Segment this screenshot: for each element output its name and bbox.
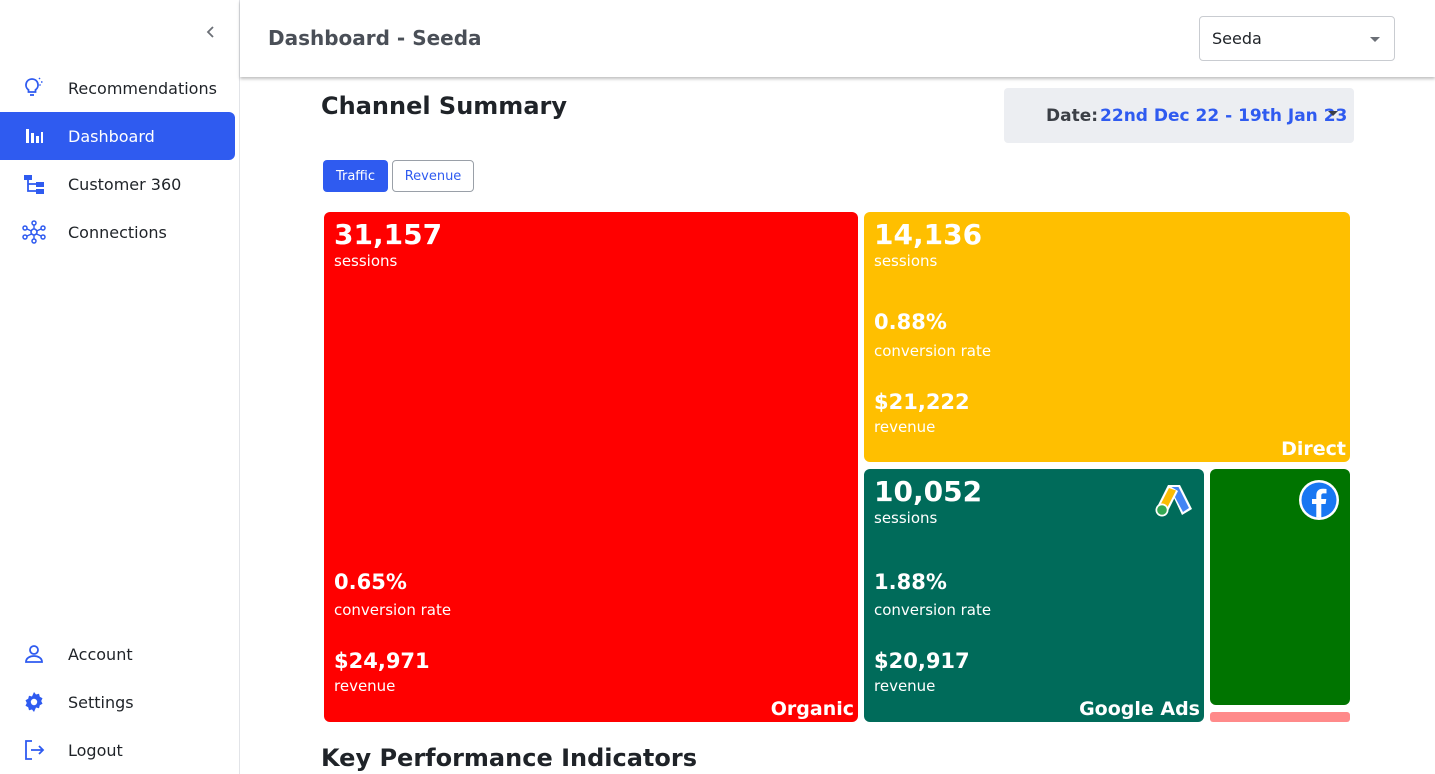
sidebar-item-label: Dashboard [68, 126, 155, 146]
collapse-sidebar-button[interactable] [200, 20, 222, 44]
conversion-rate-label: conversion rate [874, 342, 992, 360]
revenue-value: $24,971 [334, 649, 430, 673]
sidebar-item-settings[interactable]: Settings [0, 678, 235, 726]
channel-name: Organic [770, 698, 854, 720]
google-ads-icon [1155, 485, 1192, 517]
date-value: 22nd Dec 22 - 19th Jan 23 [1100, 105, 1348, 126]
sessions-label: sessions [334, 252, 398, 270]
conversion-rate-label: conversion rate [334, 601, 452, 619]
sidebar-item-logout[interactable]: Logout [0, 726, 235, 774]
sidebar-item-dashboard[interactable]: Dashboard [0, 112, 235, 160]
sidebar-item-connections[interactable]: Connections [0, 208, 235, 256]
revenue-value: $20,917 [874, 649, 970, 673]
page-title: Dashboard - Seeda [268, 26, 482, 50]
hierarchy-icon [0, 160, 68, 208]
channel-tile-other[interactable] [1210, 712, 1350, 722]
chevron-left-icon [206, 26, 214, 38]
date-label: Date: [1046, 105, 1099, 126]
revenue-toggle-button[interactable]: Revenue [392, 160, 474, 192]
section-title: Channel Summary [321, 92, 567, 120]
sessions-value: 31,157 [334, 218, 443, 251]
client-select[interactable]: Seeda [1199, 16, 1395, 61]
sidebar-item-account[interactable]: Account [0, 630, 235, 678]
sidebar-item-label: Logout [68, 740, 123, 760]
sidebar: Recommendations Dashboard Customer 360 C… [0, 0, 240, 774]
logout-icon [0, 726, 68, 774]
revenue-label: revenue [874, 677, 936, 695]
channel-tile-direct[interactable]: 14,136 sessions 0.88% conversion rate $2… [864, 212, 1350, 462]
sessions-value: 10,052 [874, 475, 983, 508]
conversion-rate-label: conversion rate [874, 601, 992, 619]
caret-down-icon [1370, 37, 1380, 42]
sidebar-item-customer-360[interactable]: Customer 360 [0, 160, 235, 208]
conversion-rate-value: 0.88% [874, 310, 947, 334]
person-icon [0, 630, 68, 678]
sessions-label: sessions [874, 252, 938, 270]
date-range-picker[interactable]: Date: 22nd Dec 22 - 19th Jan 23 [1004, 88, 1354, 143]
top-header: Dashboard - Seeda Seeda [240, 0, 1435, 77]
facebook-icon [1299, 480, 1339, 520]
sidebar-item-label: Settings [68, 692, 134, 712]
channel-tile-organic[interactable]: 31,157 sessions 0.65% conversion rate $2… [324, 212, 858, 722]
revenue-label: revenue [334, 677, 396, 695]
lightbulb-icon [0, 64, 68, 112]
revenue-value: $21,222 [874, 390, 970, 414]
revenue-label: revenue [874, 418, 936, 436]
channel-name: Google Ads [1079, 698, 1200, 720]
gear-icon [0, 678, 68, 726]
conversion-rate-value: 0.65% [334, 570, 407, 594]
channel-tile-google-ads[interactable]: 10,052 sessions 1.88% conversion rate $2… [864, 469, 1204, 722]
caret-down-icon [1328, 111, 1338, 116]
sidebar-item-label: Connections [68, 222, 167, 242]
sidebar-item-label: Account [68, 644, 133, 664]
channel-name: Direct [1281, 438, 1346, 460]
kpi-section-title: Key Performance Indicators [321, 744, 697, 772]
sidebar-item-recommendations[interactable]: Recommendations [0, 64, 235, 112]
client-select-value: Seeda [1212, 29, 1262, 48]
sessions-label: sessions [874, 509, 938, 527]
conversion-rate-value: 1.88% [874, 570, 947, 594]
bar-chart-icon [0, 112, 68, 160]
channel-tile-facebook[interactable] [1210, 469, 1350, 705]
traffic-toggle-button[interactable]: Traffic [323, 160, 388, 192]
sessions-value: 14,136 [874, 218, 983, 251]
sidebar-item-label: Customer 360 [68, 174, 182, 194]
network-icon [0, 208, 68, 256]
sidebar-item-label: Recommendations [68, 78, 217, 98]
